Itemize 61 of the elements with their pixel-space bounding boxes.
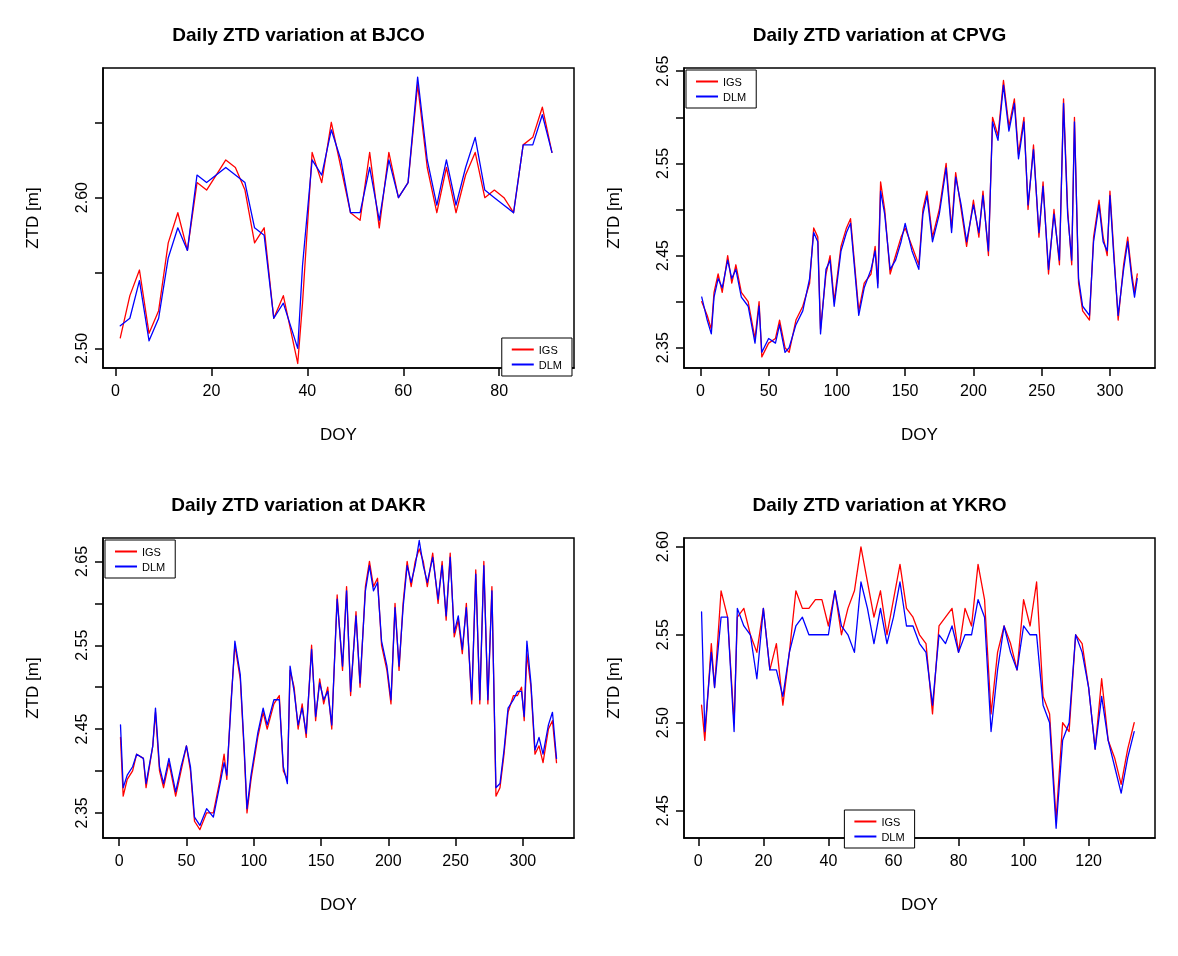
- y-tick-label: 2.60: [653, 531, 671, 563]
- x-tick-label: 200: [960, 381, 987, 399]
- x-tick-label: 150: [307, 851, 335, 869]
- chart-title: Daily ZTD variation at DAKR: [171, 494, 426, 515]
- x-tick-label: 50: [177, 851, 196, 869]
- x-tick-label: 40: [298, 381, 317, 399]
- y-tick-label: 2.35: [653, 332, 671, 364]
- x-axis-title: DOY: [901, 425, 938, 444]
- x-tick-label: 120: [1075, 851, 1103, 869]
- x-tick-label: 80: [949, 851, 968, 869]
- legend-label: DLM: [881, 830, 905, 843]
- chart-title: Daily ZTD variation at BJCO: [172, 24, 425, 45]
- x-axis-title: DOY: [320, 895, 357, 914]
- y-tick-label: 2.50: [653, 707, 671, 739]
- x-tick-label: 100: [1010, 851, 1038, 869]
- x-tick-label: 80: [490, 381, 509, 399]
- y-axis-title: ZTD [m]: [23, 187, 42, 249]
- y-tick-label: 2.45: [653, 795, 671, 827]
- line-series: [700, 581, 1135, 829]
- y-tick-label: 2.55: [72, 629, 90, 661]
- y-tick-label: 2.55: [653, 147, 671, 179]
- x-tick-label: 0: [695, 381, 705, 399]
- legend-label: DLM: [142, 560, 166, 573]
- y-axis-title: ZTD [m]: [604, 657, 623, 719]
- y-axis-title: ZTD [m]: [604, 187, 623, 249]
- x-axis-title: DOY: [901, 895, 938, 914]
- x-tick-label: 20: [202, 381, 221, 399]
- x-tick-label: 100: [823, 381, 851, 399]
- x-tick-label: 60: [394, 381, 413, 399]
- y-tick-label: 2.55: [653, 619, 671, 651]
- x-tick-label: 300: [1096, 381, 1124, 399]
- x-tick-label: 60: [884, 851, 903, 869]
- legend-label: DLM: [723, 90, 747, 103]
- x-tick-label: 100: [240, 851, 268, 869]
- legend-label: DLM: [538, 358, 563, 371]
- y-tick-label: 2.65: [653, 55, 671, 87]
- x-tick-label: 250: [442, 851, 470, 869]
- y-tick-label: 2.65: [72, 545, 90, 578]
- legend-label: IGS: [142, 545, 161, 558]
- x-tick-label: 150: [891, 381, 919, 399]
- y-tick-label: 2.45: [72, 713, 90, 745]
- x-tick-label: 0: [693, 851, 703, 869]
- chart-title: Daily ZTD variation at YKRO: [752, 494, 1007, 515]
- x-tick-label: 0: [111, 381, 121, 399]
- y-tick-label: 2.45: [653, 239, 671, 272]
- legend-label: IGS: [723, 75, 742, 88]
- legend-label: IGS: [881, 815, 901, 828]
- x-tick-label: 300: [509, 851, 537, 869]
- x-tick-label: 40: [819, 851, 838, 869]
- legend-label: IGS: [538, 343, 558, 356]
- y-tick-label: 2.35: [72, 797, 90, 829]
- x-axis-title: DOY: [320, 425, 357, 444]
- y-axis-title: ZTD [m]: [23, 657, 42, 719]
- x-tick-label: 50: [759, 381, 778, 399]
- y-tick-label: 2.60: [72, 181, 90, 214]
- chart-title: Daily ZTD variation at CPVG: [752, 24, 1007, 45]
- x-tick-label: 0: [114, 851, 124, 869]
- y-tick-label: 2.50: [72, 332, 90, 364]
- x-tick-label: 20: [754, 851, 773, 869]
- x-tick-label: 200: [374, 851, 402, 869]
- x-tick-label: 250: [1028, 381, 1056, 399]
